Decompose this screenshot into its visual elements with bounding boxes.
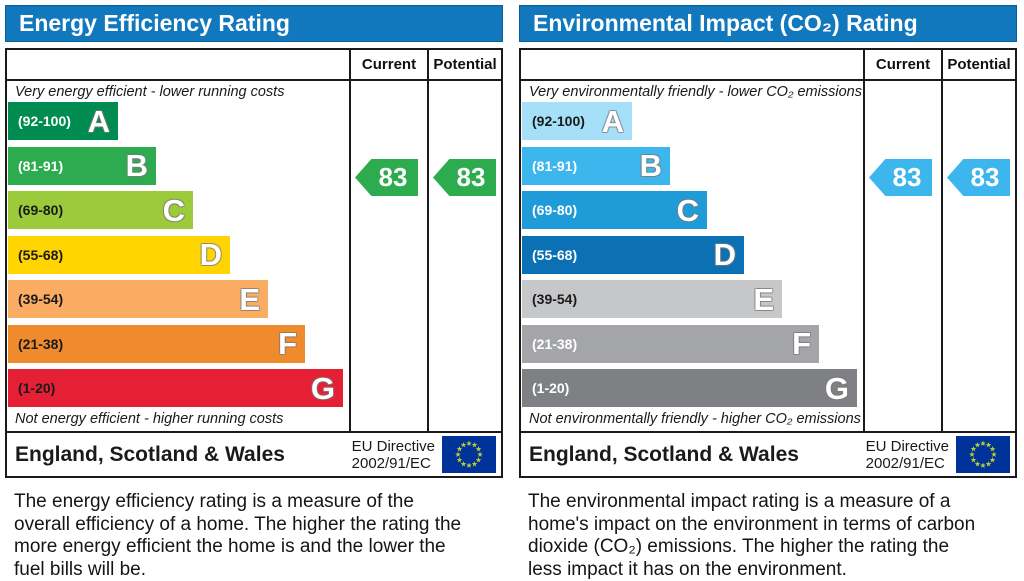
panel-description: The energy efficiency rating is a measur… [14,491,462,580]
arrow-value: 83 [892,162,922,192]
potential-column: 83 [941,81,1015,431]
chart-header-cell [521,50,863,79]
footer-region: England, Scotland & Wales [15,442,285,466]
band-letter: G [310,370,335,406]
band-f: (21-38) F [8,324,305,363]
eu-directive-line1: EU Directive [865,437,949,455]
band-c: (69-80) C [522,191,707,229]
panel-title: Energy Efficiency Rating [19,10,290,36]
band-e: (39-54) E [522,280,782,318]
band-range-label: (1-20) [532,380,570,396]
band-letter: D [199,237,222,272]
chart-header-cell [7,50,349,79]
band-range-label: (21-38) [532,335,578,352]
band-c: (69-80) C [8,191,193,229]
table-header-row: Current Potential [521,50,1015,81]
band-b: (81-91) B [8,146,156,185]
band-range-label: (39-54) [18,291,64,307]
energy-efficiency-panel: Energy Efficiency Rating Current Potenti… [5,5,503,581]
band-a: (92-100) A [8,102,118,140]
band-range-label: (21-38) [18,335,64,352]
band-letter: A [601,103,624,139]
band-range-label: (55-68) [18,246,64,263]
table-body: Very environmentally friendly - lower CO… [521,81,1015,431]
band-letter: C [162,192,185,228]
potential-arrow: 83 [947,159,1010,196]
band-letter: D [713,237,736,272]
caption-bottom: Not energy efficient - higher running co… [15,411,284,427]
arrow-value: 83 [970,162,1000,192]
arrow-value: 83 [378,162,408,192]
potential-column: 83 [427,81,501,431]
band-letter: E [239,281,260,317]
band-letter: B [125,148,148,183]
band-chart-area: Very energy efficient - lower running co… [7,81,349,431]
eu-directive: EU Directive 2002/91/EC [352,438,435,472]
caption-top: Very environmentally friendly - lower CO… [529,84,862,100]
column-header-potential: Potential [941,50,1015,79]
table-footer: England, Scotland & Wales EU Directive 2… [7,431,501,476]
band-chart-area: Very environmentally friendly - lower CO… [521,81,863,431]
eu-directive-line2: 2002/91/EC [351,454,431,472]
band-f: (21-38) F [522,324,819,363]
band-range-label: (1-20) [18,380,56,396]
band-range-label: (81-91) [18,157,64,174]
band-d: (55-68) D [522,235,744,274]
table-header-row: Current Potential [7,50,501,81]
environmental-impact-panel: Environmental Impact (CO₂) Rating Curren… [519,5,1017,581]
rating-table: Current Potential Very energy efficient … [5,48,503,478]
eu-flag-icon [442,436,496,473]
band-range-label: (39-54) [532,291,578,307]
band-letter: E [753,281,774,317]
bands: (92-100) A (81-91) B (69-80) C (55-68) D (39-54)… [8,102,349,407]
bands: (92-100) A (81-91) B (69-80) C (55-68) D (39-54)… [522,102,863,407]
footer-region: England, Scotland & Wales [529,442,799,466]
band-a: (92-100) A [522,102,632,140]
rating-table: Current Potential Very environmentally f… [519,48,1017,478]
caption-bottom: Not environmentally friendly - higher CO… [529,411,861,427]
eu-directive: EU Directive 2002/91/EC [866,438,949,472]
panel-title-bar: Environmental Impact (CO₂) Rating [519,5,1017,42]
table-body: Very energy efficient - lower running co… [7,81,501,431]
band-range-label: (55-68) [532,246,578,263]
band-range-label: (69-80) [532,202,578,218]
band-range-label: (69-80) [18,202,64,218]
column-header-current: Current [863,50,941,79]
table-footer: England, Scotland & Wales EU Directive 2… [521,431,1015,476]
band-range-label: (92-100) [532,113,585,129]
current-column: 83 [349,81,427,431]
current-arrow: 83 [355,159,418,196]
current-arrow: 83 [869,159,932,196]
band-b: (81-91) B [522,146,670,185]
arrow-value: 83 [456,162,486,192]
eu-flag-icon [956,436,1010,473]
eu-directive-line1: EU Directive [351,437,435,455]
caption-top: Very energy efficient - lower running co… [15,84,285,100]
eu-directive-line2: 2002/91/EC [865,454,945,472]
band-letter: A [87,103,110,139]
panel-title: Environmental Impact (CO₂) Rating [533,10,918,36]
panel-title-bar: Energy Efficiency Rating [5,5,503,42]
band-letter: F [792,326,811,361]
band-range-label: (81-91) [532,157,578,174]
column-header-current: Current [349,50,427,79]
current-column: 83 [863,81,941,431]
band-range-label: (92-100) [18,113,71,129]
band-e: (39-54) E [8,280,268,318]
band-letter: B [639,148,662,183]
band-letter: F [278,326,297,361]
band-d: (55-68) D [8,235,230,274]
panel-description: The environmental impact rating is a mea… [528,491,976,580]
band-letter: C [676,192,699,228]
band-letter: G [824,370,849,406]
band-g: (1-20) G [522,369,857,407]
potential-arrow: 83 [433,159,496,196]
band-g: (1-20) G [8,369,343,407]
column-header-potential: Potential [427,50,501,79]
